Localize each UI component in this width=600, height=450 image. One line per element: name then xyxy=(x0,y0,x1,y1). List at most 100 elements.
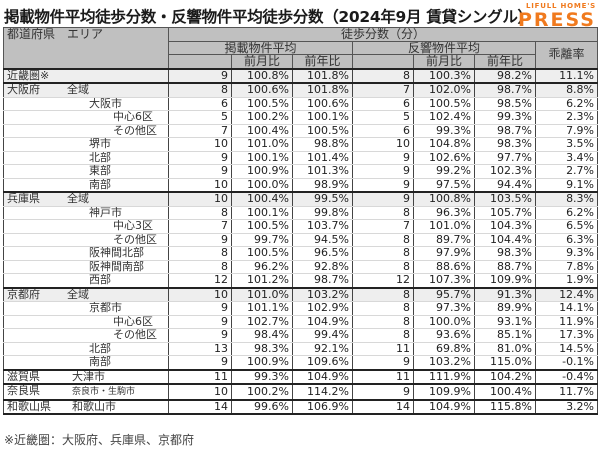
listed-minutes-cell: 10 xyxy=(168,191,232,207)
listed-mom-cell: 100.1% xyxy=(231,206,293,220)
table-row: 京都市 9 101.1% 102.9% 8 97.3% 89.9% 14.1% xyxy=(3,301,599,316)
inquiry-mom-cell: 97.5% xyxy=(413,178,475,193)
inquiry-minutes-cell: 8 xyxy=(352,286,414,302)
listed-yoy-cell: 106.9% xyxy=(292,398,353,415)
inquiry-mom-cell: 101.0% xyxy=(413,219,475,234)
inquiry-minutes-cell: 8 xyxy=(352,328,414,343)
listed-minutes-cell: 9 xyxy=(168,67,232,84)
listed-mom-cell: 100.0% xyxy=(231,178,293,193)
table-row: 中心3区 7 100.5% 103.7% 7 101.0% 104.3% 6.5% xyxy=(3,219,599,234)
listed-mom-cell: 100.1% xyxy=(231,151,293,165)
prefecture-label: 近畿圏※ xyxy=(7,68,50,82)
area-label: 大津市 xyxy=(72,369,105,383)
gap-rate-cell: 6.2% xyxy=(534,97,599,111)
logo-subtext: LIFULL HOME'S xyxy=(525,2,596,10)
listed-minutes-cell: 9 xyxy=(168,315,232,329)
area-label: その他区 xyxy=(113,328,157,341)
area-cell: 南部 xyxy=(3,355,169,370)
gap-rate-cell: 14.5% xyxy=(534,342,599,356)
area-cell: 大阪府 全域 xyxy=(3,82,169,98)
inquiry-mom-cell: 102.0% xyxy=(413,82,475,98)
header-listed-yoy: 前年比 xyxy=(292,54,353,69)
area-cell: 中心3区 xyxy=(3,219,169,234)
area-cell: 阪神間南部 xyxy=(3,260,169,274)
header-area: 都道府県 エリア xyxy=(3,27,169,69)
inquiry-minutes-cell: 11 xyxy=(352,342,414,356)
area-cell: 京都市 xyxy=(3,301,169,316)
table-row: その他区 9 99.7% 94.5% 8 89.7% 104.4% 6.3% xyxy=(3,233,599,247)
area-cell: 西部 xyxy=(3,273,169,288)
area-cell: 堺市 xyxy=(3,137,169,152)
table-row: 中心6区 5 100.2% 100.1% 5 102.4% 99.3% 2.3% xyxy=(3,110,599,125)
listed-minutes-cell: 7 xyxy=(168,219,232,234)
listed-mom-cell: 96.2% xyxy=(231,260,293,274)
inquiry-minutes-cell: 9 xyxy=(352,164,414,179)
listed-yoy-cell: 101.8% xyxy=(292,67,353,84)
inquiry-yoy-cell: 104.3% xyxy=(474,219,536,234)
table-row: 大阪府 全域 8 100.6% 101.8% 7 102.0% 98.7% 8.8% xyxy=(3,82,599,98)
header-listed-mom: 前月比 xyxy=(231,54,293,69)
table-row: 北部 9 100.1% 101.4% 9 102.6% 97.7% 3.4% xyxy=(3,151,599,165)
inquiry-minutes-cell: 8 xyxy=(352,246,414,261)
listed-minutes-cell: 14 xyxy=(168,398,232,415)
inquiry-yoy-cell: 98.7% xyxy=(474,124,536,138)
inquiry-minutes-cell: 11 xyxy=(352,368,414,385)
listed-mom-cell: 101.0% xyxy=(231,286,293,302)
header-gap-rate: 乖離率 xyxy=(534,40,599,69)
inquiry-minutes-cell: 9 xyxy=(352,355,414,370)
area-label: 京都市 xyxy=(89,301,122,314)
area-cell: 東部 xyxy=(3,164,169,179)
listed-minutes-cell: 7 xyxy=(168,124,232,138)
prefecture-label: 滋賀県 xyxy=(7,369,40,383)
inquiry-mom-cell: 107.3% xyxy=(413,273,475,288)
area-label: 南部 xyxy=(89,178,111,191)
listed-mom-cell: 102.7% xyxy=(231,315,293,329)
listed-yoy-cell: 98.8% xyxy=(292,137,353,152)
inquiry-minutes-cell: 8 xyxy=(352,301,414,316)
inquiry-minutes-cell: 14 xyxy=(352,398,414,415)
area-cell: 奈良県 奈良市・生駒市 xyxy=(3,383,169,400)
inquiry-mom-cell: 99.2% xyxy=(413,164,475,179)
area-cell: 京都府 全域 xyxy=(3,286,169,302)
inquiry-mom-cell: 99.3% xyxy=(413,124,475,138)
listed-yoy-cell: 100.6% xyxy=(292,97,353,111)
inquiry-mom-cell: 103.2% xyxy=(413,355,475,370)
listed-minutes-cell: 11 xyxy=(168,368,232,385)
gap-rate-cell: 9.3% xyxy=(534,246,599,261)
inquiry-yoy-cell: 99.3% xyxy=(474,110,536,125)
inquiry-minutes-cell: 8 xyxy=(352,206,414,220)
area-cell: 中心6区 xyxy=(3,110,169,125)
table-row: 近畿圏※ 9 100.8% 101.8% 8 100.3% 98.2% 11.1% xyxy=(3,67,599,84)
inquiry-yoy-cell: 94.4% xyxy=(474,178,536,193)
table-row: 南部 9 100.9% 109.6% 9 103.2% 115.0% -0.1% xyxy=(3,355,599,370)
listed-minutes-cell: 10 xyxy=(168,178,232,193)
prefecture-label: 奈良県 xyxy=(7,384,40,397)
area-label: 奈良市・生駒市 xyxy=(72,387,136,397)
listed-minutes-cell: 12 xyxy=(168,273,232,288)
listed-mom-cell: 100.9% xyxy=(231,355,293,370)
listed-minutes-cell: 9 xyxy=(168,328,232,343)
table-row: その他区 9 98.4% 99.4% 8 93.6% 85.1% 17.3% xyxy=(3,328,599,343)
inquiry-yoy-cell: 102.3% xyxy=(474,164,536,179)
inquiry-minutes-cell: 9 xyxy=(352,178,414,193)
inquiry-yoy-cell: 100.4% xyxy=(474,383,536,400)
listed-yoy-cell: 101.8% xyxy=(292,82,353,98)
inquiry-mom-cell: 89.7% xyxy=(413,233,475,247)
table-row: 滋賀県 大津市 11 99.3% 104.9% 11 111.9% 104.2% -0.4% xyxy=(3,368,599,385)
header-listed-minutes xyxy=(168,54,232,69)
listed-mom-cell: 101.0% xyxy=(231,137,293,152)
listed-mom-cell: 101.2% xyxy=(231,273,293,288)
gap-rate-cell: 3.5% xyxy=(534,137,599,152)
listed-mom-cell: 100.5% xyxy=(231,246,293,261)
area-label: 北部 xyxy=(89,342,111,355)
area-cell: その他区 xyxy=(3,124,169,138)
inquiry-mom-cell: 100.3% xyxy=(413,67,475,84)
area-label: 大阪市 xyxy=(89,97,122,110)
listed-mom-cell: 100.4% xyxy=(231,124,293,138)
gap-rate-cell: 6.2% xyxy=(534,206,599,220)
gap-rate-cell: 6.5% xyxy=(534,219,599,234)
area-label: 中心6区 xyxy=(113,110,153,123)
inquiry-yoy-cell: 98.3% xyxy=(474,246,536,261)
area-label: 中心6区 xyxy=(113,315,153,328)
listed-yoy-cell: 99.5% xyxy=(292,191,353,207)
